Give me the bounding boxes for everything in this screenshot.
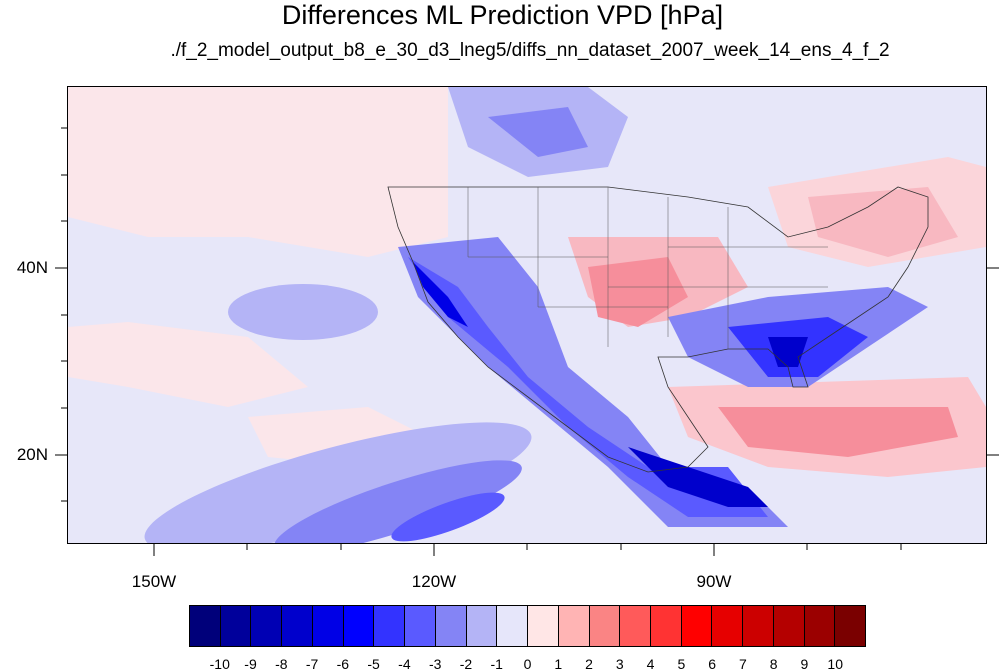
colorbar-tick-label: 4 (646, 656, 655, 672)
colorbar-tick-label: 6 (708, 656, 717, 672)
colorbar-tick-label: -2 (459, 656, 473, 672)
colorbar-swatch (220, 606, 252, 646)
colorbar-tick-label: 7 (739, 656, 747, 672)
colorbar-swatch (804, 606, 836, 646)
colorbar-tick-label: -6 (336, 656, 350, 672)
colorbar-swatch (312, 606, 344, 646)
colorbar-tick-label: 1 (554, 656, 563, 672)
colorbar-swatch (620, 606, 652, 646)
colorbar-swatch (405, 606, 436, 646)
colorbar-tick-label: 2 (585, 656, 593, 672)
colorbar-tick-label: 0 (523, 656, 532, 672)
colorbar-tick-label: 3 (615, 656, 624, 672)
lon-label-90w: 90W (696, 572, 732, 591)
lon-label-120w: 120W (411, 572, 457, 591)
map-subtitle: ./f_2_model_output_b8_e_30_d3_lneg5/diff… (170, 40, 890, 61)
colorbar (189, 605, 866, 647)
colorbar-tick-label: -9 (244, 656, 257, 672)
colorbar-tick-label: -3 (428, 656, 442, 672)
colorbar-swatch (589, 606, 621, 646)
colorbar-swatch (712, 606, 744, 646)
colorbar-swatch (558, 606, 590, 646)
colorbar-swatch (651, 606, 682, 646)
map-title: Differences ML Prediction VPD [hPa] (281, 0, 724, 30)
lat-label-40n: 40N (16, 258, 48, 277)
colorbar-swatch (190, 606, 221, 646)
colorbar-tick-label: -8 (275, 656, 288, 672)
colorbar-swatch (251, 606, 283, 646)
lat-label-20n: 20N (16, 445, 48, 464)
colorbar-tick-label: 5 (677, 656, 686, 672)
colorbar-swatch (773, 606, 805, 646)
colorbar-tick-label: -1 (490, 656, 503, 672)
map-panel (67, 86, 987, 544)
colorbar-swatch (528, 606, 559, 646)
colorbar-swatch (343, 606, 375, 646)
colorbar-tick-label: -4 (398, 656, 411, 672)
lon-label-150w: 150W (131, 572, 177, 591)
colorbar-tick-label: 9 (800, 656, 809, 672)
colorbar-swatch (374, 606, 406, 646)
colorbar-tick-label: 10 (827, 656, 843, 672)
colorbar-tick-label: 8 (769, 656, 778, 672)
colorbar-tick-label: -5 (367, 656, 380, 672)
colorbar-swatch (435, 606, 467, 646)
colorbar-tick-label: -10 (209, 656, 230, 672)
colorbar-swatch (835, 606, 866, 646)
colorbar-tick-label: -7 (305, 656, 319, 672)
vpd-difference-field (68, 87, 986, 543)
colorbar-swatch (681, 606, 713, 646)
colorbar-swatch (466, 606, 498, 646)
colorbar-swatch (282, 606, 313, 646)
colorbar-swatch (743, 606, 774, 646)
colorbar-swatch (497, 606, 529, 646)
